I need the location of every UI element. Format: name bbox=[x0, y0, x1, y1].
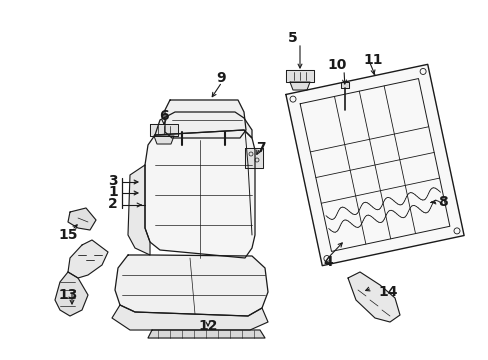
Polygon shape bbox=[55, 272, 88, 316]
Text: 9: 9 bbox=[216, 71, 225, 85]
Polygon shape bbox=[128, 165, 150, 255]
Polygon shape bbox=[150, 124, 178, 136]
Polygon shape bbox=[115, 255, 267, 316]
Text: 1: 1 bbox=[108, 185, 118, 199]
Text: 10: 10 bbox=[326, 58, 346, 72]
Polygon shape bbox=[244, 148, 263, 168]
Text: 12: 12 bbox=[198, 319, 217, 333]
Polygon shape bbox=[289, 82, 309, 90]
Text: 15: 15 bbox=[58, 228, 78, 242]
Polygon shape bbox=[68, 208, 96, 230]
Polygon shape bbox=[164, 100, 245, 138]
Polygon shape bbox=[112, 305, 267, 330]
Polygon shape bbox=[347, 272, 399, 322]
Text: 2: 2 bbox=[108, 197, 118, 211]
Text: 8: 8 bbox=[437, 195, 447, 209]
Polygon shape bbox=[155, 112, 251, 138]
Polygon shape bbox=[154, 136, 174, 144]
Text: 14: 14 bbox=[377, 285, 397, 299]
Text: 13: 13 bbox=[58, 288, 78, 302]
Text: 3: 3 bbox=[108, 174, 118, 188]
Text: 4: 4 bbox=[323, 255, 332, 269]
Polygon shape bbox=[148, 330, 264, 338]
Polygon shape bbox=[68, 240, 108, 278]
Text: 5: 5 bbox=[287, 31, 297, 45]
Text: 11: 11 bbox=[362, 53, 382, 67]
Polygon shape bbox=[145, 130, 254, 258]
Polygon shape bbox=[285, 70, 313, 82]
Text: 6: 6 bbox=[159, 109, 168, 123]
Polygon shape bbox=[340, 82, 348, 88]
Text: 7: 7 bbox=[256, 141, 265, 155]
Polygon shape bbox=[285, 64, 463, 266]
